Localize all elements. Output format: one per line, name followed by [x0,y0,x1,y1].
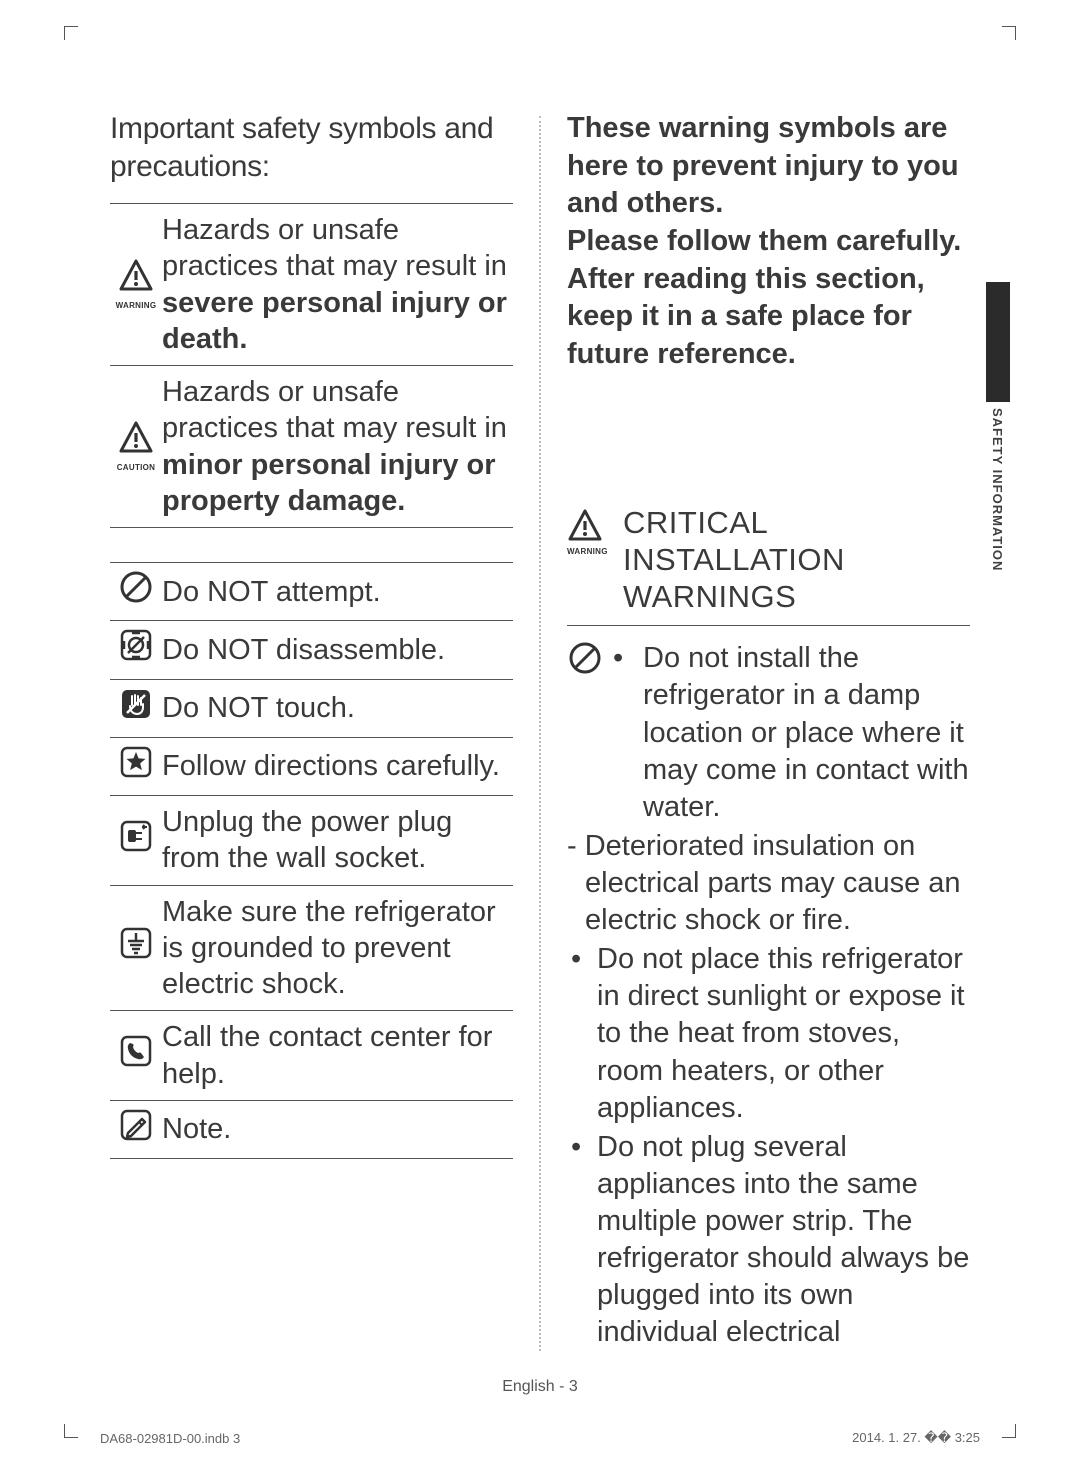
warning-intro-text: These warning symbols are here to preven… [567,110,970,374]
symbol-description: Note. [162,1100,513,1158]
table-row: Make sure the refrigerator is grounded t… [110,885,513,1011]
unplug-icon [110,796,162,886]
star-icon [110,737,162,795]
note-icon [110,1100,162,1158]
crop-mark [64,1424,78,1438]
symbol-description: Do NOT disassemble. [162,621,513,679]
left-column: Important safety symbols and precautions… [110,110,513,1351]
prohibit-icon [110,563,162,621]
table-row: Do NOT attempt. [110,563,513,621]
symbol-legend-table: Do NOT attempt.Do NOT disassemble.Do NOT… [110,562,513,1159]
table-row: CAUTIONHazards or unsafe practices that … [110,366,513,528]
table-row: Do NOT disassemble. [110,621,513,679]
ground-icon [110,885,162,1011]
symbol-description: Unplug the power plug from the wall sock… [162,796,513,886]
side-tab: SAFETY INFORMATION [986,282,1010,571]
side-tab-label: SAFETY INFORMATION [990,408,1005,571]
critical-warnings-heading-block: WARNING CRITICAL INSTALLATION WARNINGS [567,504,970,627]
first-warning-row: • Do not install the refrigerator in a d… [567,640,970,826]
symbol-description: Follow directions carefully. [162,737,513,795]
table-row: Unplug the power plug from the wall sock… [110,796,513,886]
symbol-description: Make sure the refrigerator is grounded t… [162,885,513,1011]
column-divider [539,116,541,1351]
symbol-description: Hazards or unsafe practices that may res… [162,204,513,366]
warning-icon: WARNING [110,204,162,366]
prohibit-icon [567,640,603,826]
table-row: Note. [110,1100,513,1158]
list-item: Do not plug several appliances into the … [567,1129,970,1352]
warning-bullet-list: Do not place this refrigerator in direct… [567,941,970,1351]
footer-timestamp: 2014. 1. 27. �� 3:25 [852,1430,980,1446]
warnings-body: • Do not install the refrigerator in a d… [567,640,970,1351]
warning-caution-table: WARNINGHazards or unsafe practices that … [110,203,513,528]
page-content: Important safety symbols and precautions… [110,110,970,1351]
warning-icon: CAUTION [110,366,162,528]
phone-icon [110,1011,162,1101]
safety-symbols-heading: Important safety symbols and precautions… [110,110,513,185]
table-row: WARNINGHazards or unsafe practices that … [110,204,513,366]
table-row: Call the contact center for help. [110,1011,513,1101]
footer-filename: DA68-02981D-00.indb 3 [100,1431,240,1446]
footer-page-number: English - 3 [0,1378,1080,1396]
dash-note: - Deteriorated insulation on electrical … [567,828,970,939]
symbol-description: Call the contact center for help. [162,1011,513,1101]
right-column: These warning symbols are here to preven… [567,110,970,1351]
warning-icon: WARNING [567,508,607,556]
bullet-dot: • [613,640,633,826]
critical-warnings-heading: CRITICAL INSTALLATION WARNINGS [623,504,970,616]
disassemble-icon [110,621,162,679]
notouch-icon [110,679,162,737]
first-warning-text: Do not install the refrigerator in a dam… [643,640,970,826]
crop-mark [1002,1424,1016,1438]
symbol-description: Hazards or unsafe practices that may res… [162,366,513,528]
table-row: Do NOT touch. [110,679,513,737]
side-tab-marker [986,282,1010,402]
symbol-description: Do NOT attempt. [162,563,513,621]
symbol-description: Do NOT touch. [162,679,513,737]
list-item: Do not place this refrigerator in direct… [567,941,970,1127]
crop-mark [1002,26,1016,40]
crop-mark [64,26,78,40]
table-row: Follow directions carefully. [110,737,513,795]
